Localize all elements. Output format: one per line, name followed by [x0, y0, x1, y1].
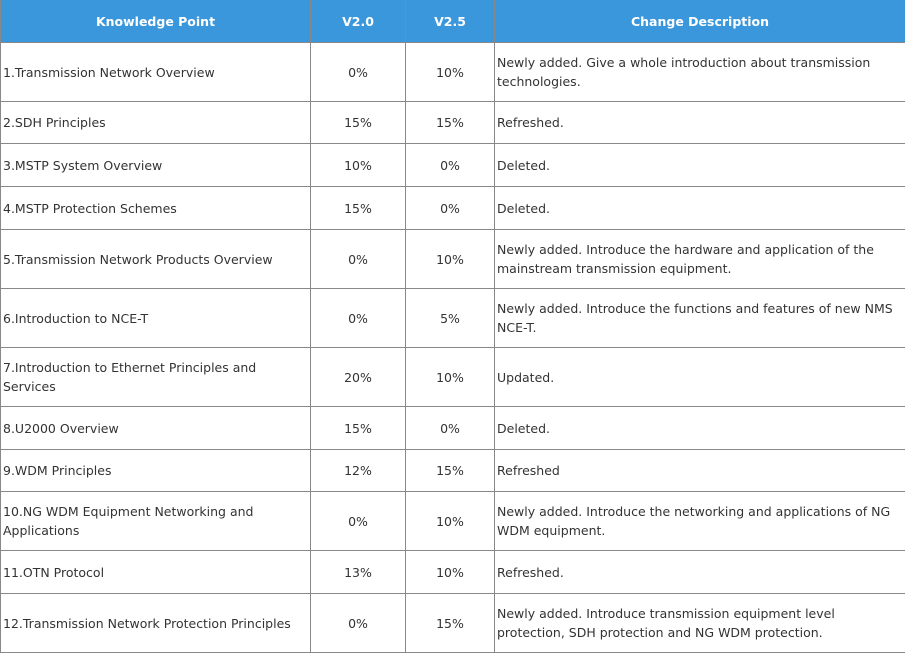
change-description-cell: Newly added. Introduce the networking an… [494, 491, 905, 551]
v25-cell: 5% [405, 288, 495, 348]
change-description-cell: Deleted. [494, 186, 905, 230]
table-row: 3.MSTP System Overview 10% 0% Deleted. [0, 143, 905, 187]
table-row: 12.Transmission Network Protection Princ… [0, 593, 905, 653]
change-description-cell: Deleted. [494, 406, 905, 450]
knowledge-point-cell: 8.U2000 Overview [0, 406, 311, 450]
change-description-cell: Newly added. Introduce transmission equi… [494, 593, 905, 653]
knowledge-point-cell: 6.Introduction to NCE-T [0, 288, 311, 348]
v20-cell: 13% [310, 550, 406, 594]
table-row: 1.Transmission Network Overview 0% 10% Newl… [0, 42, 905, 102]
change-description-cell: Newly added. Introduce the hardware and … [494, 229, 905, 289]
v20-cell: 15% [310, 186, 406, 230]
table-row: 11.OTN Protocol 13% 10% Refreshed. [0, 550, 905, 594]
table-row: 8.U2000 Overview 15% 0% Deleted. [0, 406, 905, 450]
table-row: 2.SDH Principles 15% 15% Refreshed. [0, 101, 905, 144]
table-row: 6.Introduction to NCE-T 0% 5% Newly added. … [0, 288, 905, 348]
v20-cell: 0% [310, 42, 406, 102]
header-v20: V2.0 [310, 0, 406, 43]
v25-cell: 10% [405, 229, 495, 289]
v20-cell: 0% [310, 288, 406, 348]
header-row: Knowledge Point V2.0 V2.5 Change Descrip… [0, 0, 905, 43]
header-change-description: Change Description [494, 0, 905, 43]
change-description-cell: Refreshed [494, 449, 905, 492]
knowledge-point-cell: 4.MSTP Protection Schemes [0, 186, 311, 230]
change-description-cell: Refreshed. [494, 101, 905, 144]
table-row: 4.MSTP Protection Schemes 15% 0% Deleted. [0, 186, 905, 230]
knowledge-point-cell: 9.WDM Principles [0, 449, 311, 492]
knowledge-point-cell: 12.Transmission Network Protection Princ… [0, 593, 311, 653]
change-description-cell: Newly added. Give a whole introduction a… [494, 42, 905, 102]
v25-cell: 10% [405, 550, 495, 594]
knowledge-point-cell: 2.SDH Principles [0, 101, 311, 144]
v25-cell: 10% [405, 347, 495, 407]
v20-cell: 10% [310, 143, 406, 187]
v25-cell: 0% [405, 406, 495, 450]
change-description-cell: Updated. [494, 347, 905, 407]
table-row: 7.Introduction to Ethernet Principles an… [0, 347, 905, 407]
v20-cell: 0% [310, 491, 406, 551]
v25-cell: 10% [405, 42, 495, 102]
knowledge-point-cell: 3.MSTP System Overview [0, 143, 311, 187]
table-row: 5.Transmission Network Products Overview… [0, 229, 905, 289]
change-description-cell: Newly added. Introduce the functions and… [494, 288, 905, 348]
v20-cell: 15% [310, 406, 406, 450]
v25-cell: 15% [405, 101, 495, 144]
change-description-cell: Refreshed. [494, 550, 905, 594]
v25-cell: 0% [405, 143, 495, 187]
knowledge-point-cell: 11.OTN Protocol [0, 550, 311, 594]
v20-cell: 20% [310, 347, 406, 407]
table-row: 9.WDM Principles 12% 15% Refreshed [0, 449, 905, 492]
knowledge-point-cell: 10.NG WDM Equipment Networking and Appli… [0, 491, 311, 551]
v25-cell: 10% [405, 491, 495, 551]
v25-cell: 15% [405, 449, 495, 492]
knowledge-point-cell: 1.Transmission Network Overview [0, 42, 311, 102]
change-description-cell: Deleted. [494, 143, 905, 187]
knowledge-point-cell: 7.Introduction to Ethernet Principles an… [0, 347, 311, 407]
header-v25: V2.5 [405, 0, 495, 43]
v20-cell: 0% [310, 229, 406, 289]
v25-cell: 15% [405, 593, 495, 653]
table-row: 10.NG WDM Equipment Networking and Appli… [0, 491, 905, 551]
header-knowledge-point: Knowledge Point [0, 0, 311, 43]
v20-cell: 0% [310, 593, 406, 653]
v20-cell: 15% [310, 101, 406, 144]
knowledge-point-cell: 5.Transmission Network Products Overview [0, 229, 311, 289]
v20-cell: 12% [310, 449, 406, 492]
v25-cell: 0% [405, 186, 495, 230]
